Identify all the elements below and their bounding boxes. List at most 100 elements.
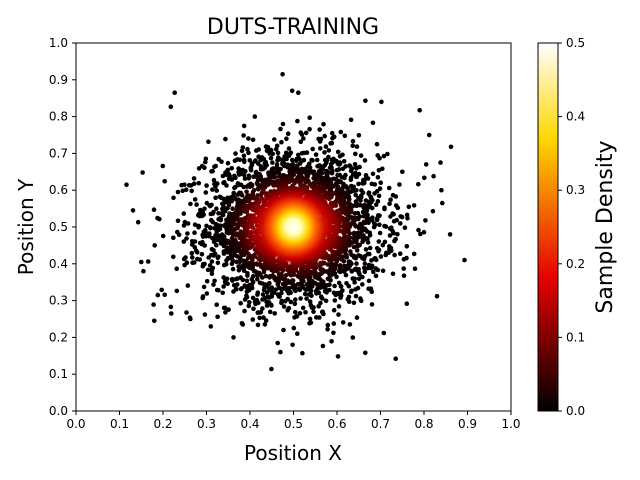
- scatter-point: [221, 275, 226, 280]
- scatter-point: [329, 130, 335, 136]
- scatter-point: [234, 259, 239, 265]
- scatter-point: [385, 151, 390, 157]
- scatter-point: [351, 235, 357, 241]
- scatter-point: [273, 287, 279, 292]
- x-tick-label: 0.2: [153, 417, 172, 431]
- scatter-point: [295, 331, 300, 337]
- scatter-point: [224, 276, 230, 282]
- scatter-point: [326, 154, 331, 160]
- chart-title: DUTS-TRAINING: [207, 15, 379, 40]
- scatter-point: [216, 288, 221, 293]
- scatter-point: [335, 173, 340, 178]
- scatter-point: [340, 320, 346, 325]
- scatter-point: [152, 243, 157, 248]
- scatter-point: [208, 225, 213, 231]
- scatter-point: [291, 325, 297, 331]
- scatter-point: [338, 202, 344, 208]
- scatter-point: [229, 276, 235, 282]
- scatter-point: [397, 251, 403, 256]
- scatter-point: [244, 189, 249, 195]
- scatter-point: [185, 221, 191, 226]
- scatter-point: [241, 153, 247, 159]
- y-tick-label: 0.6: [49, 183, 68, 197]
- scatter-point: [320, 309, 326, 315]
- scatter-point: [244, 293, 249, 299]
- y-tick-label: 1.0: [49, 36, 68, 50]
- scatter-point: [157, 216, 162, 222]
- scatter-point: [233, 175, 238, 181]
- scatter-point: [251, 306, 256, 312]
- scatter-point: [369, 302, 375, 307]
- x-tick-label: 1.0: [501, 417, 520, 431]
- scatter-point: [295, 273, 301, 279]
- scatter-point: [244, 209, 250, 214]
- scatter-point: [202, 243, 207, 248]
- scatter-point: [250, 295, 256, 301]
- scatter-point: [151, 207, 157, 212]
- scatter-point: [382, 206, 387, 212]
- scatter-point: [202, 206, 207, 212]
- scatter-point: [281, 304, 287, 309]
- scatter-point: [181, 211, 187, 216]
- scatter-point: [184, 310, 189, 315]
- scatter-point: [318, 300, 323, 306]
- scatter-point: [380, 242, 386, 248]
- scatter-point: [336, 312, 341, 317]
- scatter-point: [249, 183, 255, 189]
- scatter-point: [380, 268, 386, 274]
- scatter-point: [241, 133, 246, 138]
- scatter-point: [447, 232, 453, 237]
- scatter-point: [462, 257, 467, 263]
- scatter-point: [242, 159, 247, 165]
- scatter-point: [216, 254, 221, 260]
- scatter-point: [226, 202, 232, 208]
- scatter-point: [322, 150, 327, 155]
- scatter-point: [279, 272, 284, 277]
- scatter-point: [275, 158, 280, 163]
- scatter-point: [334, 274, 339, 280]
- scatter-point: [387, 233, 393, 238]
- plot-area: [75, 42, 512, 412]
- x-axis-title: Position X: [244, 441, 342, 465]
- scatter-point: [337, 154, 343, 159]
- scatter-point: [168, 304, 174, 310]
- scatter-point: [346, 259, 352, 264]
- scatter-point: [221, 234, 227, 239]
- scatter-point: [356, 276, 362, 282]
- scatter-point: [223, 310, 228, 315]
- scatter-point: [387, 226, 393, 231]
- scatter-point: [293, 297, 298, 302]
- y-tick-label: 0.2: [49, 330, 68, 344]
- scatter-point: [368, 195, 374, 201]
- scatter-point: [258, 192, 264, 197]
- scatter-point: [331, 330, 336, 336]
- scatter-point: [238, 275, 243, 280]
- scatter-point: [183, 187, 189, 192]
- scatter-point: [350, 143, 356, 149]
- scatter-point: [354, 261, 359, 266]
- scatter-point: [246, 303, 252, 309]
- scatter-point: [307, 299, 313, 304]
- scatter-point: [194, 202, 199, 207]
- scatter-point: [242, 308, 247, 314]
- scatter-point: [203, 190, 209, 195]
- scatter-point: [361, 265, 367, 271]
- scatter-point: [212, 278, 217, 284]
- scatter-point: [340, 288, 345, 293]
- scatter-point: [212, 251, 218, 256]
- scatter-point: [275, 340, 281, 346]
- colorbar-tick-label: 0.2: [566, 257, 585, 271]
- scatter-point: [388, 197, 393, 202]
- scatter-point: [282, 281, 287, 286]
- scatter-point: [448, 144, 454, 150]
- scatter-point: [222, 305, 228, 311]
- scatter-point: [378, 254, 384, 259]
- scatter-point: [169, 311, 174, 316]
- scatter-point: [390, 192, 396, 198]
- scatter-point: [204, 291, 210, 296]
- scatter-point: [214, 206, 219, 211]
- scatter-point: [260, 292, 266, 297]
- scatter-point: [416, 181, 421, 187]
- scatter-point: [174, 288, 180, 294]
- scatter-point: [298, 139, 304, 145]
